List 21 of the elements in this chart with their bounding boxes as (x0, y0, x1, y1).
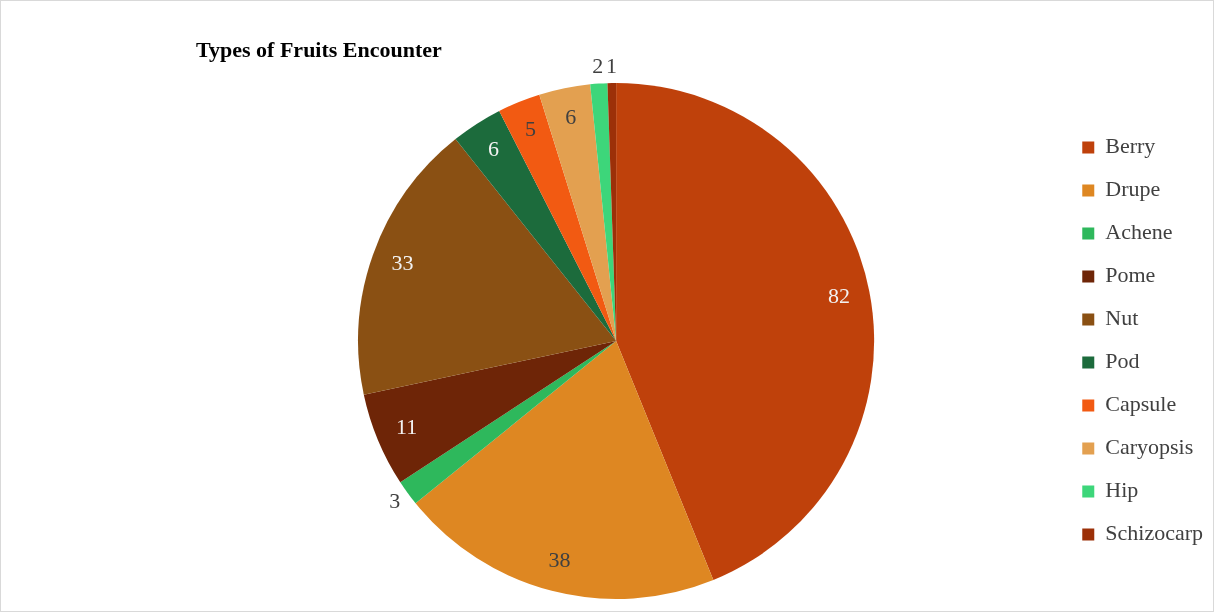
data-label: 82 (827, 283, 850, 309)
legend-label: Nut (1105, 305, 1139, 331)
chart-title: Types of Fruits Encounter (196, 36, 443, 62)
legend-label: Berry (1105, 133, 1156, 159)
data-label: 38 (548, 546, 571, 572)
data-label: 2 (592, 53, 604, 79)
data-label: 5 (525, 116, 537, 142)
data-label: 11 (395, 414, 418, 440)
data-label: 6 (487, 135, 499, 161)
legend-label: Caryopsis (1105, 434, 1194, 460)
data-label: 1 (606, 52, 618, 78)
legend-label: Achene (1105, 219, 1173, 245)
legend-label: Schizocarp (1105, 520, 1203, 546)
legend-label: Hip (1105, 477, 1139, 503)
data-label: 33 (391, 250, 414, 276)
legend-label: Pome (1105, 262, 1156, 288)
legend-label: Drupe (1105, 176, 1161, 202)
legend-label: Capsule (1105, 391, 1177, 417)
legend-label: Pod (1105, 348, 1140, 374)
data-label: 3 (389, 488, 401, 514)
data-label: 6 (565, 104, 577, 130)
